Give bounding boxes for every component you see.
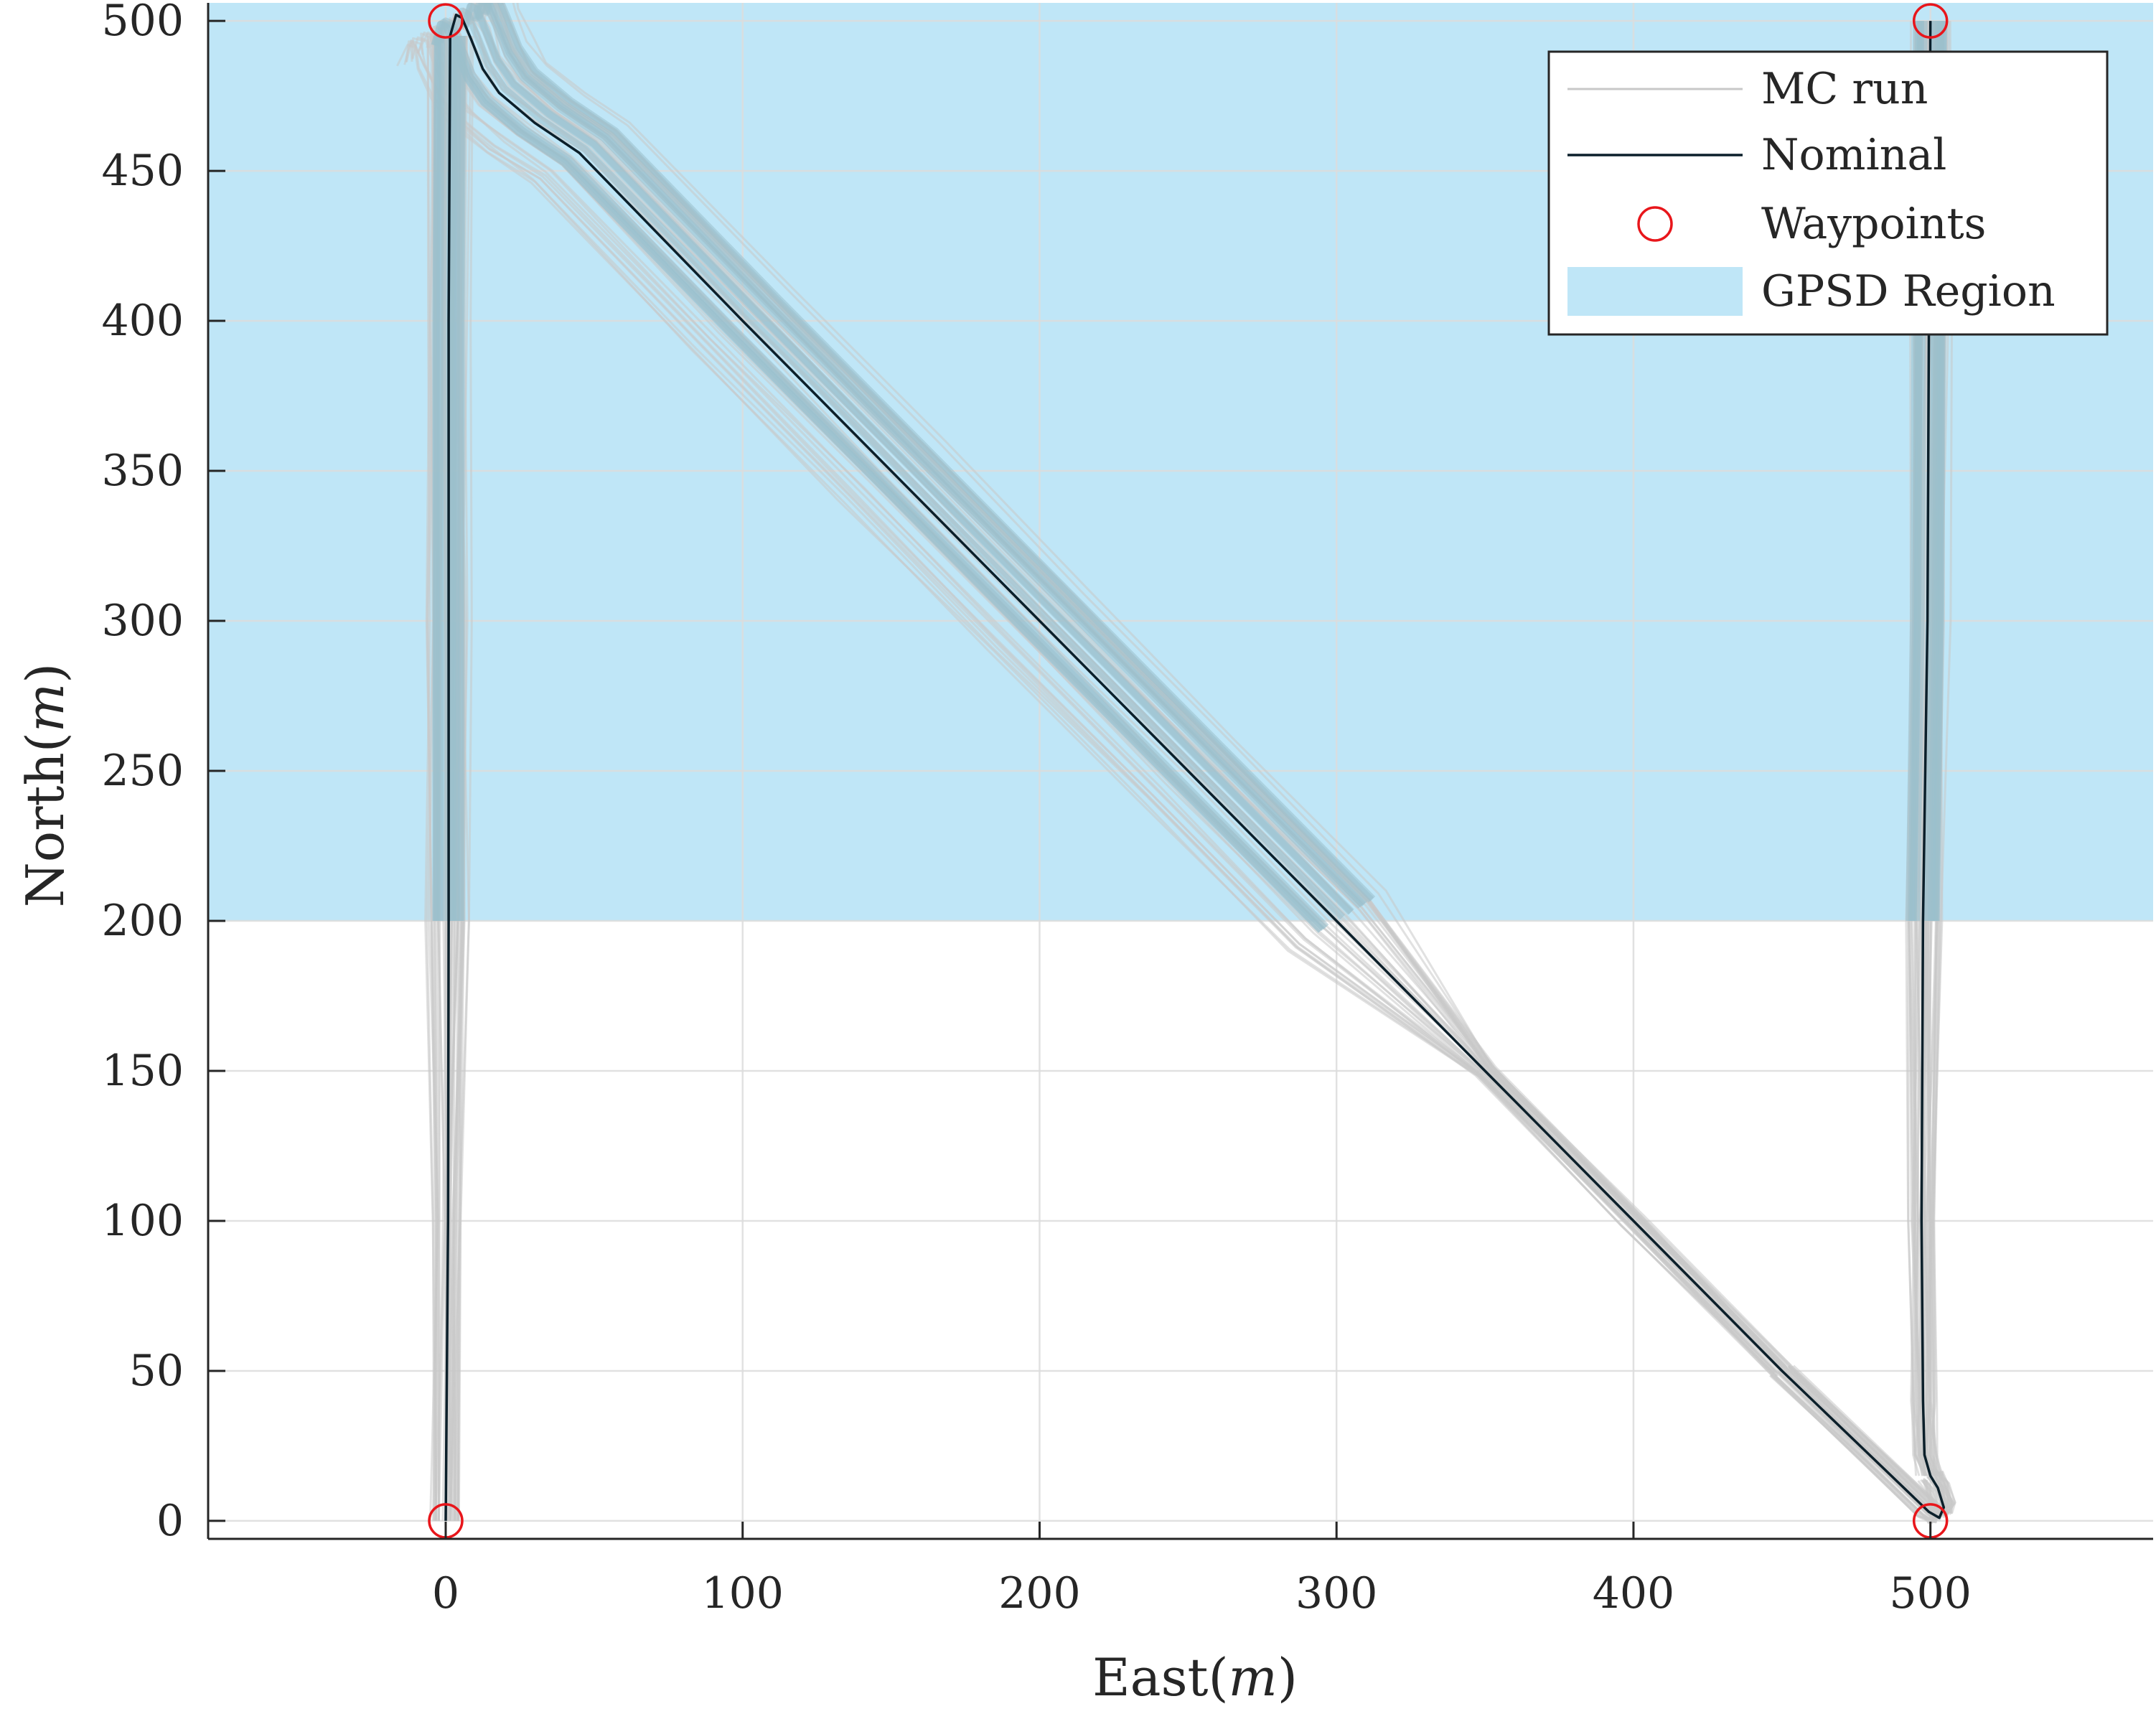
mc-run-region-leg-0-6 [446, 35, 456, 921]
y-tick-label-150: 150 [101, 1046, 184, 1096]
legend-nominal-label: Nominal [1761, 130, 1946, 180]
y-tick-label-300: 300 [101, 596, 184, 646]
y-axis-label: North(m) [15, 663, 75, 908]
mc-run-region-leg-1-11 [452, 7, 1346, 920]
mc-run-leg-1-24 [411, 36, 1774, 1376]
mc-run-leg-2-37 [1772, 1374, 1936, 1523]
legend-waypoints-label: Waypoints [1761, 199, 1986, 249]
y-tick-label-500: 500 [101, 0, 184, 46]
legend-gpsd-region-swatch [1567, 267, 1743, 316]
axes-layer: 0 100 200 300 400 500 0 50 100 150 200 250 300 350 400… [101, 0, 2153, 1619]
mc-run-region-leg-0-11 [432, 35, 441, 921]
x-tick-label-300: 300 [1295, 1568, 1378, 1619]
x-axis-label: East(m) [1092, 1647, 1298, 1708]
y-tick-label-350: 350 [101, 446, 184, 496]
mc-run-leg-2-38 [1788, 1364, 1956, 1514]
x-tick-label-0: 0 [432, 1568, 459, 1619]
y-tick-label-250: 250 [101, 746, 184, 796]
x-tick-label-500: 500 [1889, 1568, 1972, 1619]
legend-waypoints-swatch [1637, 206, 1673, 242]
grid-layer [208, 3, 2153, 1539]
y-tick-label-50: 50 [129, 1346, 184, 1396]
mc-run-region-leg-1-6 [431, 21, 1323, 933]
mc-run-region-leg-1-10 [473, 3, 1366, 908]
legend-gpsd-region-label: GPSD Region [1761, 266, 2056, 317]
y-tick-label-450: 450 [101, 146, 184, 196]
x-tick-label-100: 100 [701, 1568, 784, 1619]
mc-run-leg-0-24 [457, 35, 472, 1521]
mc-run-leg-2-39 [1783, 1371, 1944, 1520]
nominal-layer [444, 13, 1946, 1521]
x-tick-label-400: 400 [1593, 1568, 1675, 1619]
legend-mc-run-label: MC run [1761, 64, 1928, 114]
mc-run-leg-0-33 [426, 35, 436, 1521]
mc-run-region-leg-0-0 [440, 35, 449, 921]
mc-run-leg-1-33 [403, 42, 1778, 1377]
nominal-path [444, 13, 1946, 1521]
mc-run-leg-1-4 [500, 3, 1792, 1367]
mc-run-region-leg-0-7 [452, 35, 461, 921]
y-tick-label-100: 100 [101, 1196, 184, 1246]
x-tick-label-200: 200 [998, 1568, 1081, 1619]
mc-run-leg-1-27 [405, 40, 1780, 1377]
legend: MC run Nominal Waypoints GPSD Region [1547, 50, 2109, 336]
mc-run-region-leg-1-8 [482, 3, 1376, 902]
y-tick-label-0: 0 [156, 1496, 184, 1546]
y-tick-label-400: 400 [101, 296, 184, 346]
y-tick-label-200: 200 [101, 896, 184, 946]
waypoint-marker-1 [428, 3, 464, 39]
mc-run-leg-1-34 [490, 3, 1786, 1367]
mc-run-region-leg-0-9 [456, 35, 465, 921]
mc-run-leg-1-16 [396, 44, 1778, 1377]
waypoints-layer [428, 3, 1949, 1539]
waypoint-marker-3 [1912, 3, 1949, 39]
